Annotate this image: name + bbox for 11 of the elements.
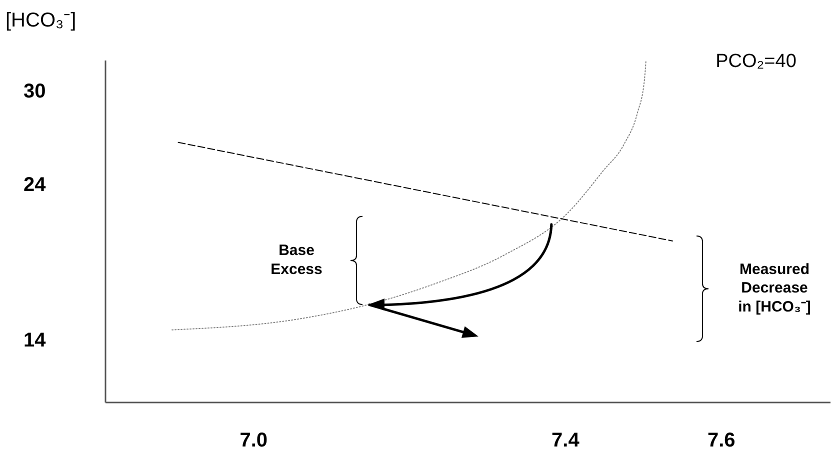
annotation: Measured Decrease in [HCO₃⁻] [738,260,811,316]
x-tick-label: 7.4 [552,430,580,452]
x-tick-label: 7.0 [240,430,268,452]
y-tick-label: 24 [24,174,47,196]
annotation: PCO₂=40 [716,51,796,72]
annotation: Base Excess [270,242,322,278]
y-tick-label: 30 [24,80,46,103]
y-tick-label: 14 [24,329,47,352]
line-series [172,60,647,330]
x-tick-label: 7.6 [707,430,736,452]
y-axis-title: [HCO₃⁻] [6,10,76,32]
